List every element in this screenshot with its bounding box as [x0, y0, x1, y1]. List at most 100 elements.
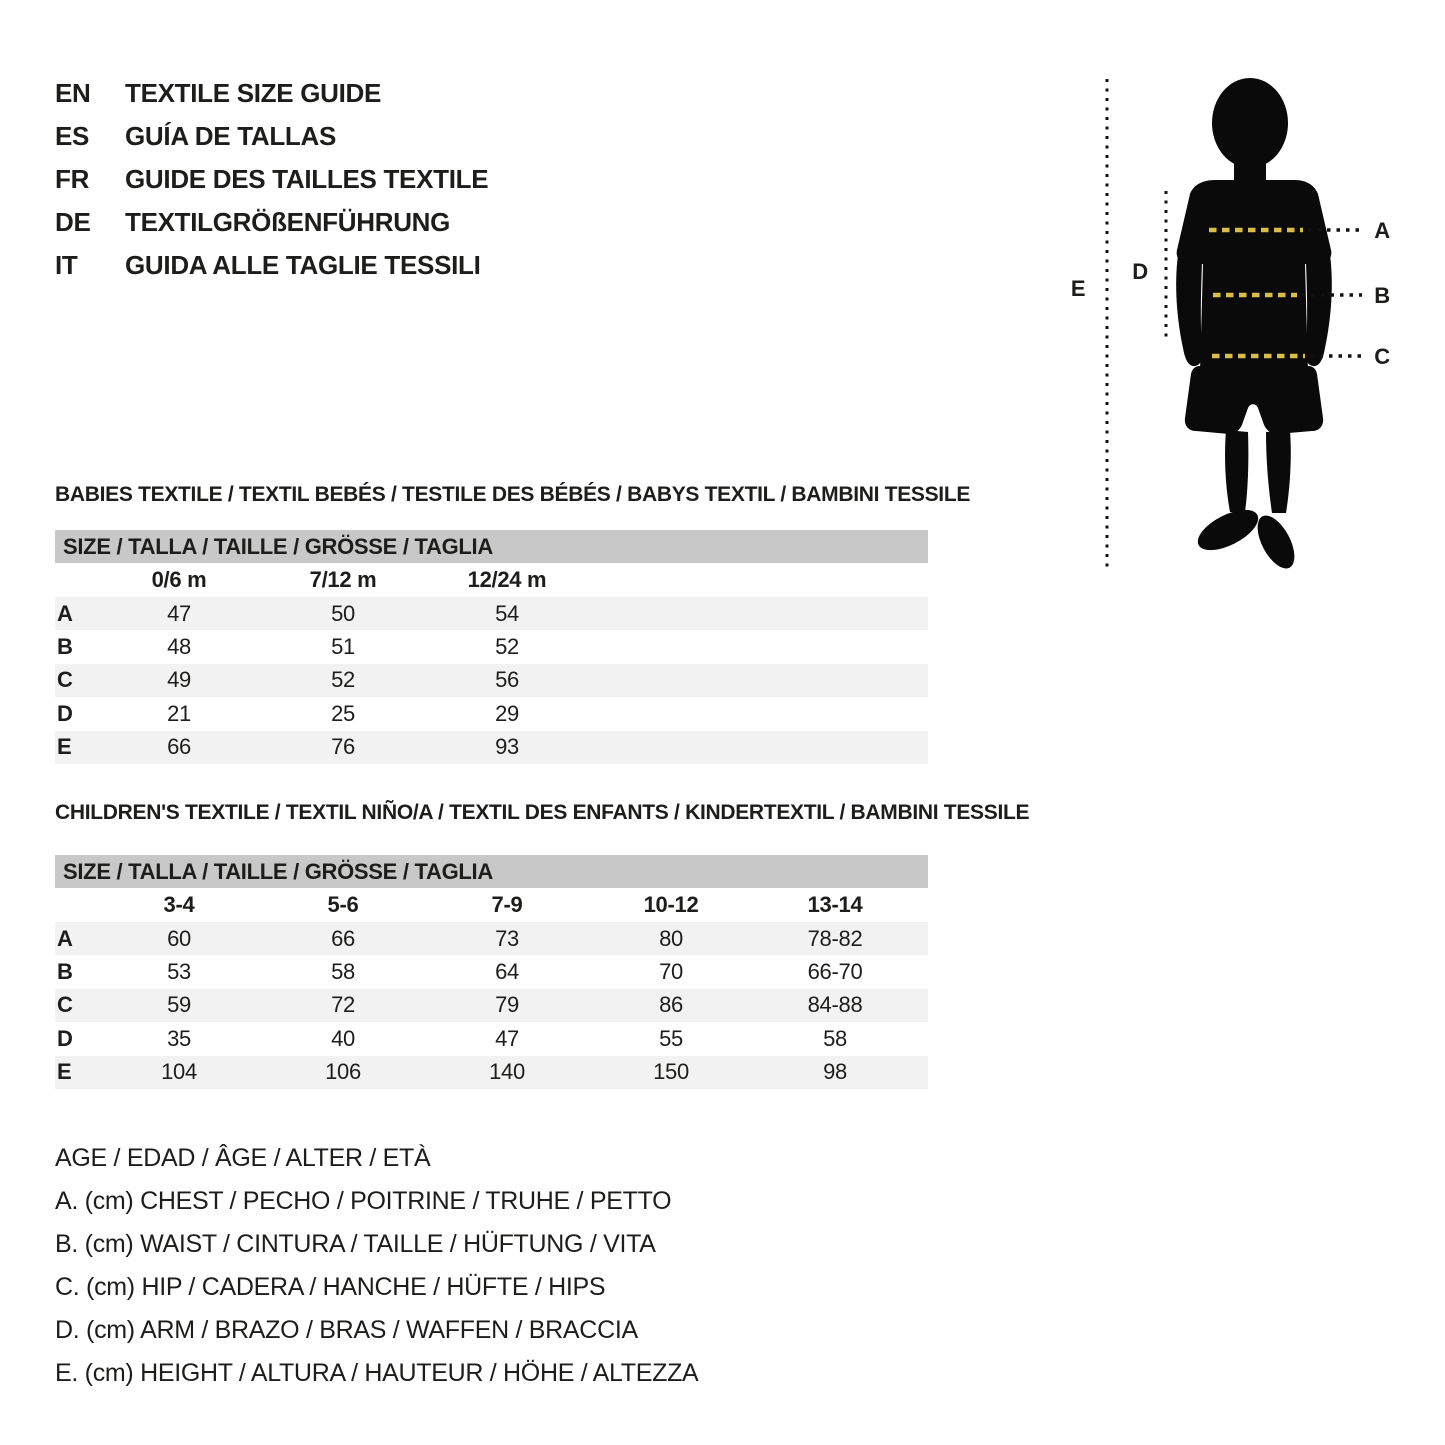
size-figure: A B C D E — [1071, 78, 1391, 570]
legend-line: AGE / EDAD / ÂGE / ALTER / ETÀ — [55, 1144, 431, 1172]
table-row: B 48 51 52 — [55, 630, 928, 663]
table-cell: 98 — [823, 1059, 847, 1085]
guide-title: GUÍA DE TALLAS — [125, 121, 337, 151]
table-row: D 35 40 47 55 58 — [55, 1022, 928, 1055]
language-guide-row: IT GUIDA ALLE TAGLIE TESSILI — [55, 244, 488, 287]
row-label: D — [57, 700, 73, 726]
table-row: D 21 25 29 — [55, 697, 928, 730]
table-cell: 3-4 — [163, 892, 195, 917]
row-cells: 66 76 93 — [97, 734, 589, 760]
column-header-cells: 0/6 m 7/12 m 12/24 m — [97, 567, 589, 593]
table-cell: 73 — [495, 925, 519, 951]
table-cell: 70 — [659, 959, 683, 985]
table-row: C 49 52 56 — [55, 663, 928, 698]
legend-line: B. (cm) WAIST / CINTURA / TAILLE / HÜFTU… — [55, 1230, 656, 1258]
language-guide-row: DE TEXTILGRÖßENFÜHRUNG — [55, 201, 488, 244]
table-cell: 104 — [161, 1059, 197, 1085]
table-cell: 55 — [659, 1025, 683, 1051]
table-row: A 47 50 54 — [55, 597, 928, 631]
table-cell: 48 — [167, 634, 191, 660]
row-label: E — [57, 734, 72, 760]
table-cell: 35 — [167, 1025, 191, 1051]
table-cell: 86 — [659, 992, 683, 1018]
table-cell: 58 — [331, 959, 355, 985]
table-cell: 47 — [495, 1025, 519, 1051]
language-guide: EN TEXTILE SIZE GUIDE ES GUÍA DE TALLAS … — [55, 72, 489, 287]
language-code: FR — [55, 164, 90, 194]
language-guide-row: FR GUIDE DES TAILLES TEXTILE — [55, 158, 489, 201]
row-cells: 35 40 47 55 58 — [97, 1026, 917, 1052]
row-cells: 21 25 29 — [97, 701, 589, 727]
table-cell: 80 — [659, 925, 683, 951]
measure-label-b: B — [1374, 283, 1390, 308]
table-column-headers: 0/6 m 7/12 m 12/24 m — [55, 563, 928, 597]
table-cell: 140 — [489, 1059, 525, 1085]
guide-title: GUIDA ALLE TAGLIE TESSILI — [125, 250, 481, 280]
table-cell: 64 — [495, 959, 519, 985]
table-cell: 47 — [167, 600, 191, 626]
column-header-cells: 3-4 5-6 7-9 10-12 13-14 — [97, 892, 917, 918]
language-code: DE — [55, 207, 91, 237]
table-cell: 58 — [823, 1025, 847, 1051]
table-cell: 150 — [653, 1059, 689, 1085]
table-cell: 72 — [331, 992, 355, 1018]
row-cells: 53 58 64 70 66-70 — [97, 959, 917, 985]
row-label: A — [57, 925, 73, 951]
legend-line: A. (cm) CHEST / PECHO / POITRINE / TRUHE… — [55, 1187, 672, 1215]
table-cell: 60 — [167, 925, 191, 951]
row-label: D — [57, 1025, 73, 1051]
legend-line: C. (cm) HIP / CADERA / HANCHE / HÜFTE / … — [55, 1273, 606, 1301]
babies-size-table: SIZE / TALLA / TAILLE / GRÖSSE / TAGLIA … — [55, 530, 928, 764]
row-cells: 47 50 54 — [97, 601, 589, 627]
table-column-headers: 3-4 5-6 7-9 10-12 13-14 — [55, 888, 928, 922]
table-cell: 59 — [167, 992, 191, 1018]
table-cell: 106 — [325, 1059, 361, 1085]
table-cell: 25 — [331, 700, 355, 726]
table-row: C 59 72 79 86 84-88 — [55, 988, 928, 1023]
table-cell: 40 — [331, 1025, 355, 1051]
measure-label-a: A — [1374, 218, 1390, 243]
legend-line: E. (cm) HEIGHT / ALTURA / HAUTEUR / HÖHE… — [55, 1359, 699, 1387]
row-label: C — [57, 667, 73, 693]
children-section-title: CHILDREN'S TEXTILE / TEXTIL NIÑO/A / TEX… — [55, 801, 1030, 824]
table-cell: 10-12 — [643, 892, 699, 917]
table-cell: 66 — [167, 734, 191, 760]
table-header-bar: SIZE / TALLA / TAILLE / GRÖSSE / TAGLIA — [55, 855, 928, 888]
row-label: C — [57, 992, 73, 1018]
row-label: B — [57, 959, 73, 985]
measurement-legend: AGE / EDAD / ÂGE / ALTER / ETÀ A. (cm) C… — [55, 1137, 699, 1395]
table-cell: 54 — [495, 600, 519, 626]
table-cell: 49 — [167, 667, 191, 693]
row-cells: 59 72 79 86 84-88 — [97, 992, 917, 1018]
children-size-table: SIZE / TALLA / TAILLE / GRÖSSE / TAGLIA … — [55, 855, 928, 1089]
child-silhouette — [1176, 78, 1332, 569]
table-body: A 47 50 54 B 48 51 52 C 49 52 56 D 21 25 29 — [55, 597, 928, 764]
language-code: IT — [55, 250, 78, 280]
table-cell: 7-9 — [491, 892, 523, 917]
measure-label-c: C — [1374, 344, 1390, 369]
table-cell: 66 — [331, 925, 355, 951]
table-cell: 51 — [331, 634, 355, 660]
row-cells: 49 52 56 — [97, 667, 589, 693]
table-row: A 60 66 73 80 78-82 — [55, 922, 928, 956]
table-cell: 29 — [495, 700, 519, 726]
legend-line: D. (cm) ARM / BRAZO / BRAS / WAFFEN / BR… — [55, 1316, 638, 1344]
table-cell: 52 — [331, 667, 355, 693]
language-code: EN — [55, 78, 91, 108]
language-guide-row: ES GUÍA DE TALLAS — [55, 115, 488, 158]
table-row: E 104 106 140 150 98 — [55, 1055, 928, 1089]
row-label: E — [57, 1059, 72, 1085]
table-cell: 66-70 — [807, 959, 863, 985]
guide-title: TEXTILE SIZE GUIDE — [125, 78, 382, 108]
guide-title: TEXTILGRÖßENFÜHRUNG — [125, 207, 451, 237]
row-label: A — [57, 600, 73, 626]
table-cell: 84-88 — [807, 992, 863, 1018]
table-body: A 60 66 73 80 78-82 B 53 58 64 70 66-70 C 59 72 79… — [55, 922, 928, 1089]
babies-section-title: BABIES TEXTILE / TEXTIL BEBÉS / TESTILE … — [55, 483, 971, 506]
table-cell: 56 — [495, 667, 519, 693]
table-cell: 79 — [495, 992, 519, 1018]
table-cell: 76 — [331, 734, 355, 760]
table-cell: 12/24 m — [467, 567, 547, 592]
table-cell: 13-14 — [807, 892, 863, 917]
